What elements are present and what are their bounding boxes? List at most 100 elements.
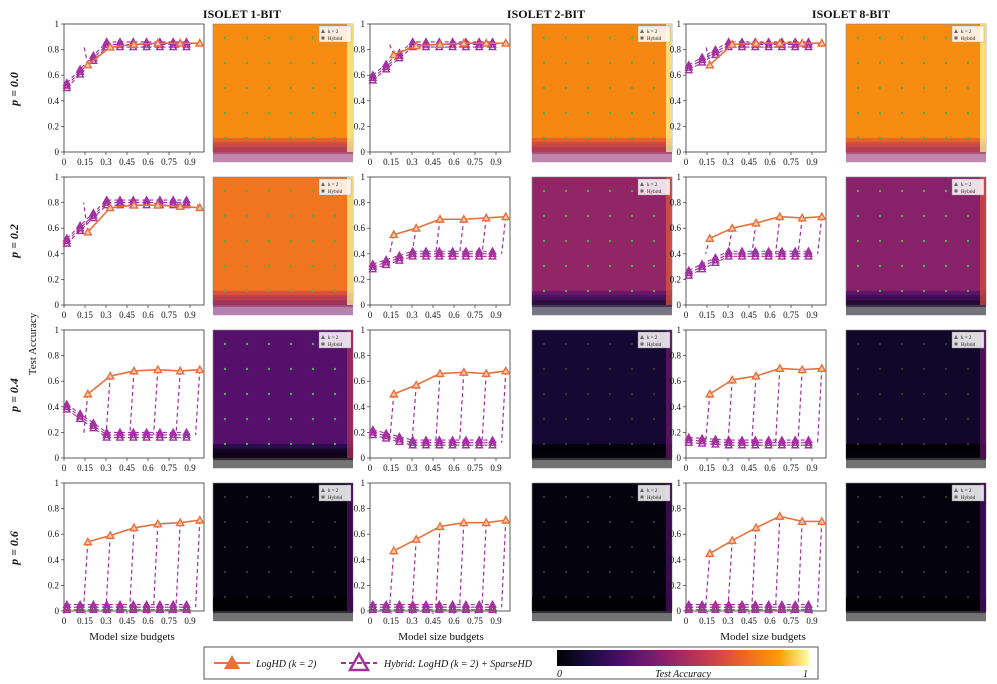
heatmap-dot-r1c0 [267,214,271,218]
heatmap-dot-r2c0 [289,417,293,421]
heatmap-dot-r2c1 [608,367,612,371]
loghd-marker-r1c2 [797,212,807,222]
hybrid-series-line-r1c2 [688,253,809,274]
x-tick-label-r0c2: 0.45 [741,157,757,167]
heatmap-dot-r1c0 [311,239,315,243]
heatmap-dot-r3c0 [223,495,227,499]
legend-label-loghd: LogHD (k = 2) [255,659,317,670]
hybrid-marker-r2c0 [115,427,125,436]
heatmap-legend-hybrid-r1c1: Hybrid [647,190,662,195]
hybrid-marker-r2c1 [408,435,418,444]
x-tick-label-r3c2: 0.3 [722,616,734,626]
heatmap-legend-box-r1c1 [637,178,671,196]
heatmap-dot-r2c1 [564,417,568,421]
y-tick-label-r1c2: 1 [677,172,682,182]
x-tick-label-r3c1: 0.15 [383,616,399,626]
heatmap-dot-r1c2 [900,189,904,193]
loghd-marker-r1c2 [727,223,737,232]
hybrid-dashed-link-r3c2 [751,527,757,608]
heatmap-dot-r0c2 [900,111,904,115]
loghd-marker-r2c0 [83,388,93,398]
heatmap-r3c0 [212,482,354,612]
legend-label-hybrid: Hybrid: LogHD (k = 2) + SparseHD [383,659,533,670]
heatmap-dot-r0c2 [966,61,970,65]
heatmap-legend-box-r2c1 [637,331,671,349]
y-tick-label-r1c1: 0.4 [354,249,366,259]
heatmap-dot-r3c1 [630,545,634,549]
hybrid-series-line-r2c0 [66,408,187,439]
colorbar-title: Test Accuracy [655,669,711,680]
heatmap-dot-r2c1 [608,392,612,396]
heatmap-dot-r1c2 [944,214,948,218]
x-tick-label-r2c1: 0 [368,463,373,473]
heatmap-legend-square-icon-r0c1 [640,36,644,40]
legend-triangle-icon-loghd [224,655,240,669]
heatmap-dot-r2c0 [245,392,249,396]
x-tick-label-r0c2: 0.75 [783,157,799,167]
heatmap-dot-r1c2 [966,289,970,293]
x-tick-label-r1c0: 0.9 [184,310,196,320]
y-tick-label-r2c1: 0.6 [354,376,366,386]
hybrid-marker-r1c1 [488,246,497,255]
heatmap-dot-r2c0 [311,392,315,396]
hybrid-dashed-link-r2c2 [797,369,803,443]
heatmap-dot-r1c1 [630,214,634,218]
loghd-marker-r3c1 [411,534,421,543]
hybrid-marker-r0c0 [62,78,72,87]
hybrid-marker-r2c0 [62,399,72,408]
heatmap-dot-r2c1 [630,392,634,396]
heatmap-legend-hybrid-r3c1: Hybrid [647,496,662,501]
loghd-marker-r3c0 [129,522,139,532]
heatmap-dot-r3c0 [311,520,315,524]
heatmap-dot-r0c1 [652,61,656,65]
hybrid-marker-r0c0 [115,37,125,46]
heatmap-dot-r2c2 [922,367,926,371]
x-tick-label-r0c0: 0.45 [119,157,135,167]
loghd-marker-r3c2 [817,516,827,525]
colorbar [557,650,809,666]
hybrid-marker-r1c2 [764,246,773,255]
loghd-marker-r2c2 [775,363,785,372]
loghd-marker-r1c0 [175,201,185,211]
heatmap-dot-r0c0 [267,36,271,40]
y-tick-label-r1c2: 0.2 [670,274,681,284]
hybrid-marker-r3c1 [368,599,378,608]
y-tick-label-r2c0: 1 [55,325,60,335]
y-tick-label-r0c0: 0.6 [48,70,60,80]
hybrid-series-line-r0c2 [688,43,809,68]
loghd-marker-r0c2 [727,39,737,49]
x-tick-label-r1c2: 0.6 [764,310,776,320]
heatmap-dot-r2c2 [878,342,882,346]
heatmap-dot-r1c2 [878,214,882,218]
heatmap-legend-triangle-icon-r0c1 [640,29,644,33]
heatmap-legend-triangle-icon-r0c0 [321,29,325,33]
heatmap-dot-r1c0 [223,264,227,268]
hybrid-marker-r2c0 [102,427,112,436]
hybrid-marker-r2c2 [711,434,720,443]
heatmap-dot-r1c0 [311,214,315,218]
hybrid-series-line-r1c2 [688,255,809,277]
heatmap-dot-r2c2 [856,417,860,421]
heatmap-dot-r3c2 [966,520,970,524]
heatmap-dot-r3c2 [900,520,904,524]
heatmap-dot-r1c0 [267,239,271,243]
heatmap-dot-r2c2 [922,342,926,346]
hybrid-dashed-link-r2c1 [411,384,417,443]
heatmap-dot-r1c0 [289,264,293,268]
figure-legend: LogHD (k = 2) Hybrid: LogHD (k = 2) + Sp… [203,646,819,680]
x-tick-label-r3c0: 0.6 [142,616,154,626]
heatmap-dot-r2c2 [966,417,970,421]
heatmap-dot-r2c0 [223,342,227,346]
heatmap-dot-r0c1 [608,136,612,140]
y-tick-label-r2c2: 0.2 [670,427,681,437]
heatmap-dot-r0c1 [608,86,612,90]
heatmap-dot-r2c0 [311,342,315,346]
heatmap-dot-r1c0 [311,189,315,193]
x-tick-label-r2c0: 0.75 [161,463,177,473]
hybrid-marker-r2c1 [368,425,378,434]
hybrid-marker-r1c0 [89,208,98,217]
hybrid-marker-r3c2 [804,599,813,608]
heatmap-legend-hybrid-r1c0: Hybrid [328,190,343,195]
loghd-marker-r1c0 [195,202,205,212]
heatmap-dot-r0c1 [586,61,590,65]
